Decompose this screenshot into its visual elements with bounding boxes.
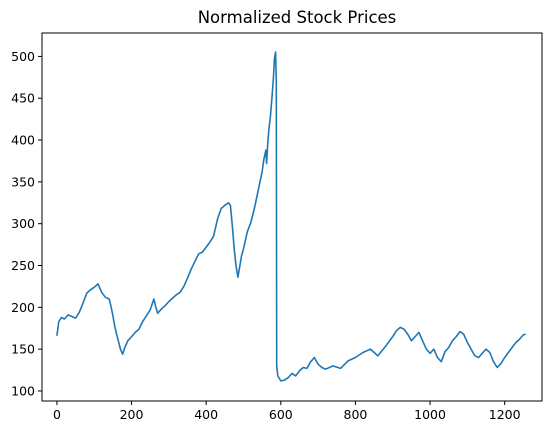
x-tick-label: 0 — [53, 407, 61, 422]
plot-frame — [41, 32, 543, 402]
y-tick-label: 350 — [11, 174, 35, 189]
chart-title: Normalized Stock Prices — [198, 8, 397, 27]
y-tick-label: 450 — [11, 91, 35, 106]
y-tick-label: 150 — [11, 342, 35, 357]
x-tick-label: 600 — [269, 407, 293, 422]
x-tick-label: 1000 — [414, 407, 446, 422]
x-tick-label: 200 — [120, 407, 144, 422]
series-line-0 — [56, 51, 526, 382]
x-tick-label: 400 — [194, 407, 218, 422]
x-tick-label: 1200 — [489, 407, 521, 422]
x-tick-label: 800 — [344, 407, 368, 422]
y-axis: 100 150 200 250 300 350 400 450 500 — [11, 49, 42, 398]
x-axis: 0 200 400 600 800 1000 1200 — [53, 401, 521, 422]
y-tick-label: 500 — [11, 49, 35, 64]
y-tick-label: 200 — [11, 300, 35, 315]
y-tick-label: 250 — [11, 258, 35, 273]
plot-area — [56, 51, 526, 382]
y-tick-label: 100 — [11, 383, 35, 398]
y-tick-label: 400 — [11, 133, 35, 148]
y-tick-label: 300 — [11, 216, 35, 231]
